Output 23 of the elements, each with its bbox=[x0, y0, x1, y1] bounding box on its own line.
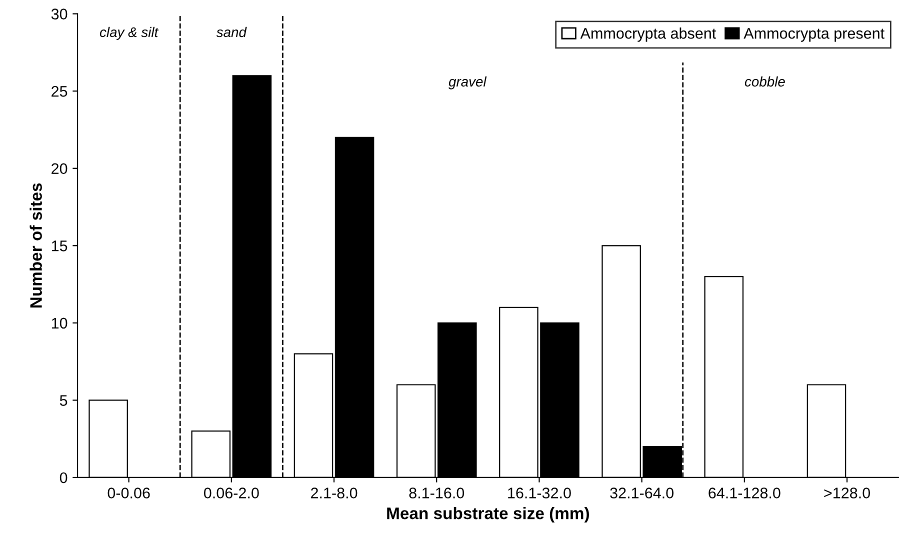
annotation: sand bbox=[216, 26, 247, 38]
x-tick-label: 32.1-64.0 bbox=[610, 488, 674, 498]
legend-label: Ammocrypta present bbox=[744, 28, 884, 42]
y-tick-label: 30 bbox=[51, 8, 68, 20]
y-tick-label: 15 bbox=[52, 240, 68, 252]
y-tick-label: 25 bbox=[52, 86, 68, 97]
x-tick-label: 16.1-32.0 bbox=[508, 488, 571, 498]
y-tick-label: 5 bbox=[60, 395, 68, 406]
legend-label: Ammocrypta absent bbox=[580, 28, 716, 42]
annotation: cobble bbox=[744, 76, 785, 87]
x-tick-label: 0.06-2.0 bbox=[204, 488, 259, 498]
x-tick-label: 0-0.06 bbox=[108, 488, 150, 498]
x-axis-title: Mean substrate size (mm) bbox=[387, 507, 589, 523]
x-tick-label: 8.1-16.0 bbox=[409, 488, 464, 498]
annotation: clay & silt bbox=[100, 26, 159, 40]
y-tick-label: 0 bbox=[60, 472, 68, 484]
x-tick-label: >128.0 bbox=[824, 488, 870, 498]
y-tick-label: 20 bbox=[52, 163, 68, 174]
annotation: gravel bbox=[448, 76, 487, 90]
x-tick-label: 64.1-128.0 bbox=[708, 488, 780, 498]
y-tick-label: 10 bbox=[52, 318, 68, 329]
y-axis-title: Number of sites bbox=[30, 183, 42, 308]
x-tick-label: 2.1-8.0 bbox=[311, 488, 358, 498]
